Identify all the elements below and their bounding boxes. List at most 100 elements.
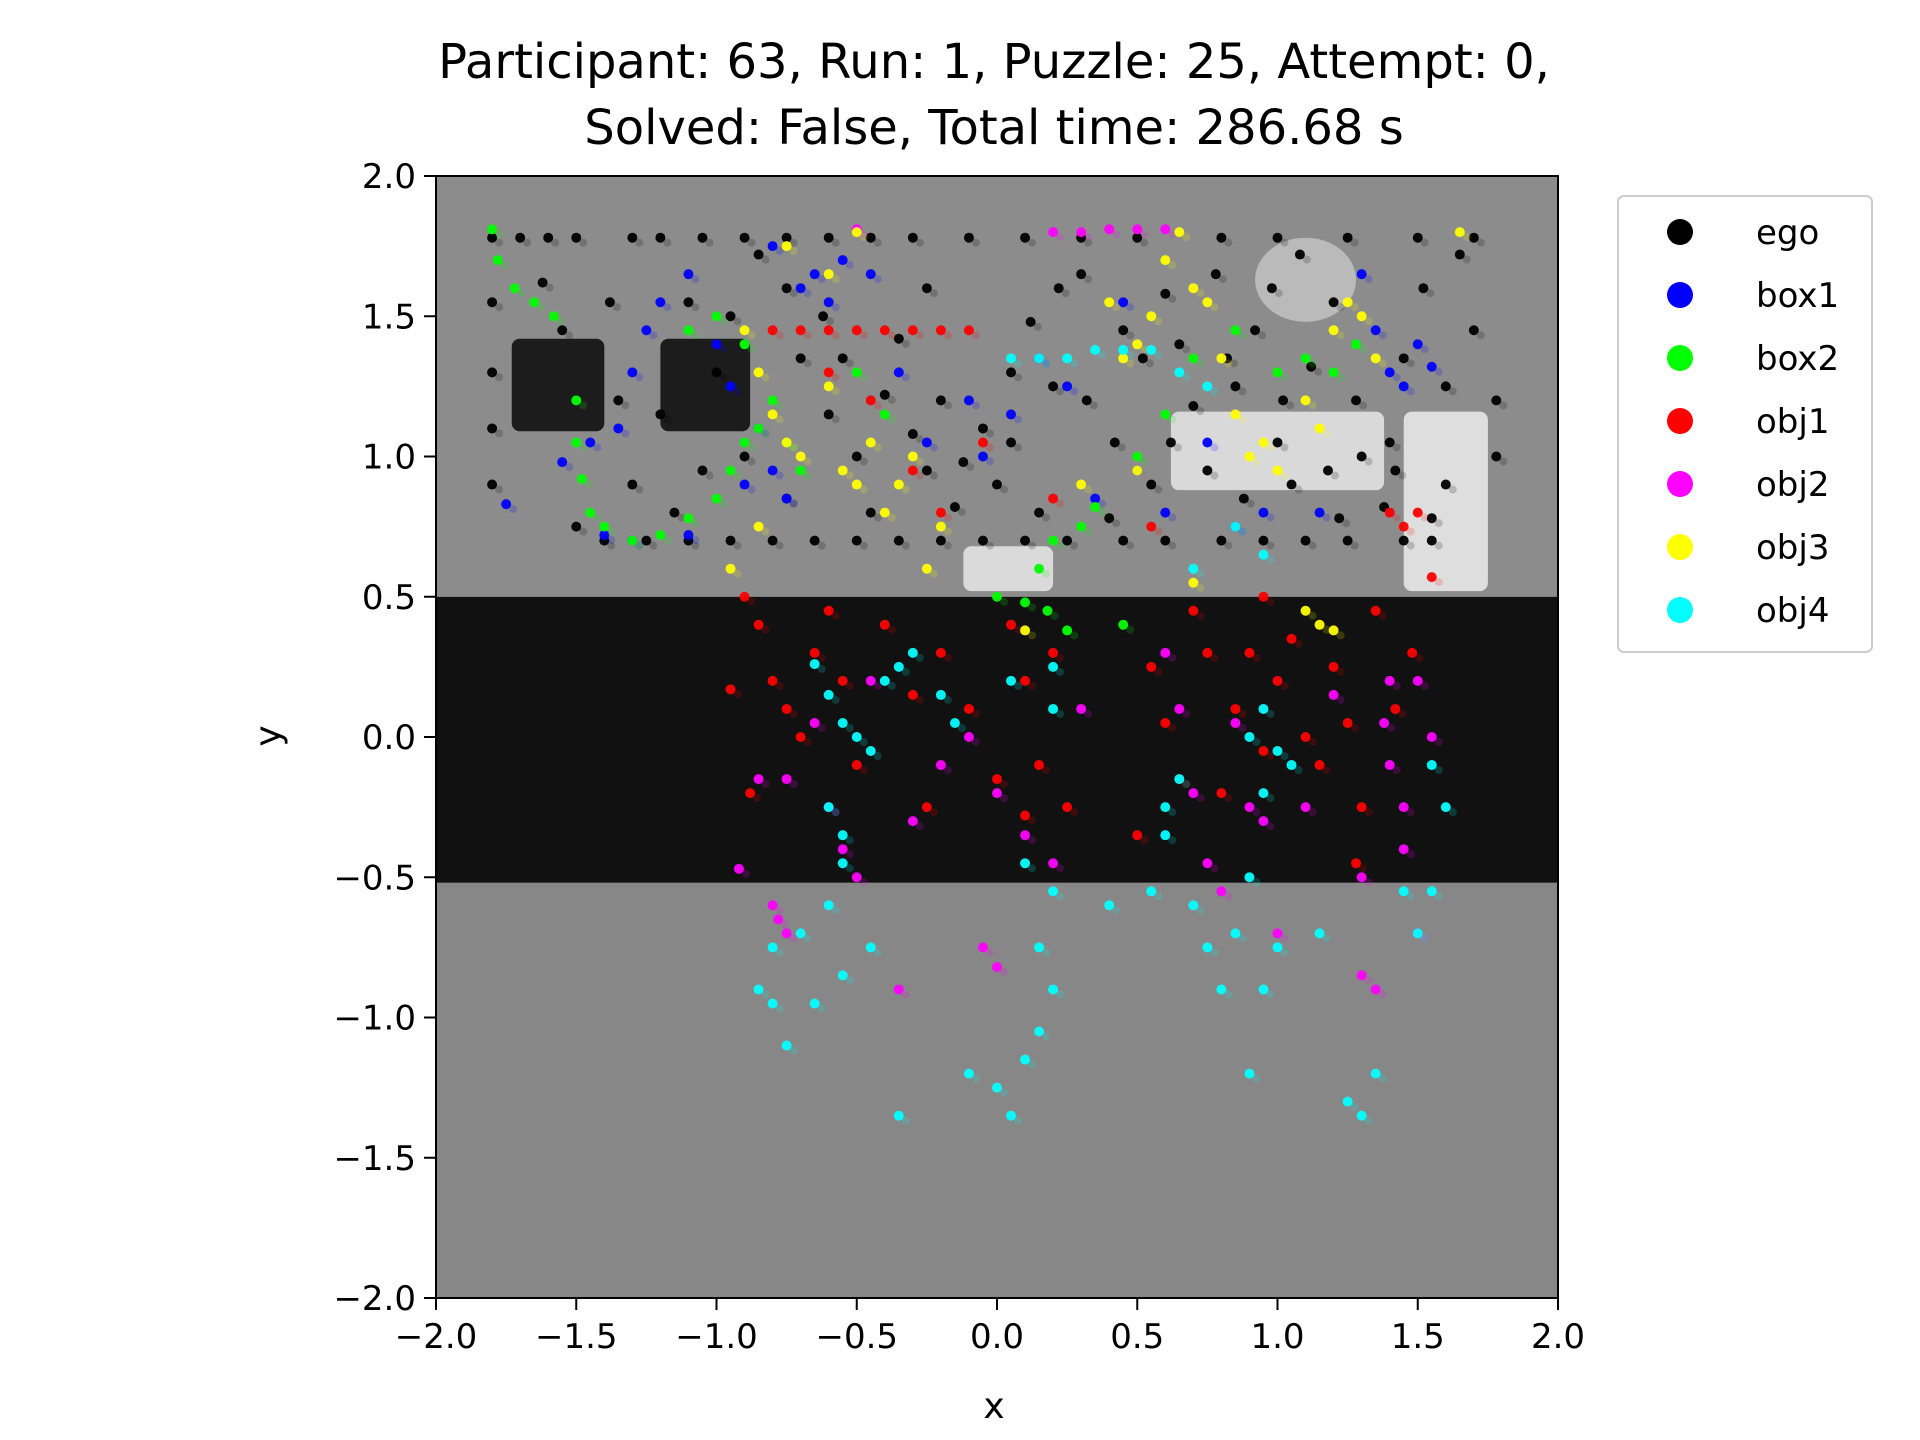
trail-point-ego: [845, 359, 854, 368]
trail-point-obj4: [1056, 667, 1065, 676]
trail-point-ego: [1173, 443, 1182, 452]
trail-point-ego: [1084, 275, 1093, 284]
point-ego: [1146, 479, 1157, 490]
legend-marker-box1: [1667, 282, 1693, 308]
point-obj2: [809, 717, 820, 728]
point-obj2: [1160, 647, 1171, 658]
trail-point-obj2: [1000, 968, 1008, 977]
trail-point-ego: [705, 471, 714, 480]
trail-point-obj4: [1280, 948, 1289, 957]
trail-point-obj4: [1042, 948, 1051, 957]
y-tick-label: −1.0: [333, 999, 416, 1039]
trail-point-obj4: [1028, 864, 1037, 873]
trail-point-obj4: [1266, 555, 1275, 564]
trail-point-box1: [1140, 471, 1149, 480]
point-obj1: [963, 703, 974, 714]
point-box1: [963, 395, 974, 406]
trail-point-box2: [1126, 625, 1135, 634]
trail-point-box2: [1056, 541, 1065, 550]
trail-point-box2: [789, 443, 798, 452]
x-tick-label: −1.5: [535, 1317, 618, 1357]
point-box2: [1328, 367, 1339, 378]
point-obj4: [1006, 353, 1017, 364]
point-ego: [1286, 479, 1297, 490]
trail-point-ego: [1126, 331, 1135, 340]
trail-point-ego: [985, 429, 994, 438]
point-box2: [571, 437, 582, 448]
legend-frame: [1617, 195, 1873, 653]
trail-point-ego: [1042, 513, 1051, 522]
trail-point-box2: [747, 443, 756, 452]
trail-point-obj4: [1210, 387, 1219, 396]
trail-point-box2: [1359, 345, 1368, 354]
trail-point-obj4: [1434, 892, 1443, 901]
trail-point-box2: [1336, 373, 1345, 382]
point-box2: [1118, 619, 1129, 630]
point-ego: [851, 451, 862, 462]
point-obj2: [977, 942, 988, 953]
point-ego: [818, 311, 829, 322]
point-obj1: [795, 325, 806, 336]
point-box1: [1314, 507, 1325, 518]
point-ego: [865, 232, 876, 243]
trail-point-ego: [789, 238, 798, 247]
point-obj1: [823, 367, 834, 378]
point-obj3: [1328, 625, 1339, 636]
y-axis-label: y: [248, 725, 289, 746]
trail-point-ego: [859, 457, 868, 466]
trail-point-obj2: [1420, 681, 1429, 690]
trail-point-ego: [495, 429, 504, 438]
trail-point-obj3: [789, 443, 798, 452]
trail-point-ego: [1126, 541, 1135, 550]
trail-point-ego: [1286, 401, 1295, 410]
point-box2: [1188, 353, 1199, 364]
trail-point-box1: [1168, 513, 1177, 522]
point-obj1: [795, 732, 806, 742]
point-ego: [641, 535, 652, 546]
point-obj1: [1426, 572, 1437, 583]
point-obj4: [1230, 928, 1241, 939]
point-box2: [1160, 409, 1171, 420]
trail-point-obj4: [1182, 780, 1191, 789]
point-obj1: [935, 507, 946, 518]
point-obj1: [977, 437, 988, 448]
point-obj4: [963, 1068, 974, 1079]
trail-point-obj3: [1126, 359, 1135, 368]
point-obj1: [823, 325, 834, 336]
point-box2: [992, 591, 1002, 602]
trail-point-obj2: [1387, 723, 1396, 732]
point-obj4: [1188, 900, 1199, 911]
point-ego: [1491, 395, 1502, 406]
point-obj1: [1202, 647, 1213, 658]
trail-point-obj1: [943, 513, 952, 522]
trail-point-obj1: [1014, 625, 1023, 634]
point-ego: [935, 535, 946, 546]
trail-point-box1: [621, 429, 630, 438]
trail-point-ego: [1238, 387, 1247, 396]
trail-point-ego: [1406, 541, 1415, 550]
trail-point-obj1: [1056, 653, 1065, 662]
trail-point-ego: [985, 541, 994, 550]
trail-point-obj4: [1168, 836, 1177, 845]
point-obj2: [1398, 844, 1409, 855]
trail-point-ego: [957, 507, 966, 516]
point-ego: [683, 297, 694, 308]
point-box1: [865, 269, 876, 280]
trail-point-obj1: [1378, 611, 1387, 620]
point-obj4: [1440, 802, 1451, 813]
series-obj4: [753, 344, 1457, 1125]
trail-point-obj2: [1336, 695, 1345, 704]
point-box1: [921, 437, 932, 448]
trail-point-obj4: [831, 906, 840, 915]
trail-point-obj2: [915, 822, 924, 831]
point-box1: [977, 451, 988, 462]
trail-point-box2: [579, 443, 588, 452]
point-obj2: [1356, 872, 1367, 883]
trail-point-obj4: [775, 1004, 784, 1013]
point-obj2: [733, 863, 744, 874]
point-obj3: [935, 521, 946, 532]
point-obj3: [1076, 479, 1087, 490]
trail-point-ego: [1224, 541, 1233, 550]
point-obj2: [1384, 760, 1395, 771]
trail-point-obj2: [985, 948, 994, 957]
